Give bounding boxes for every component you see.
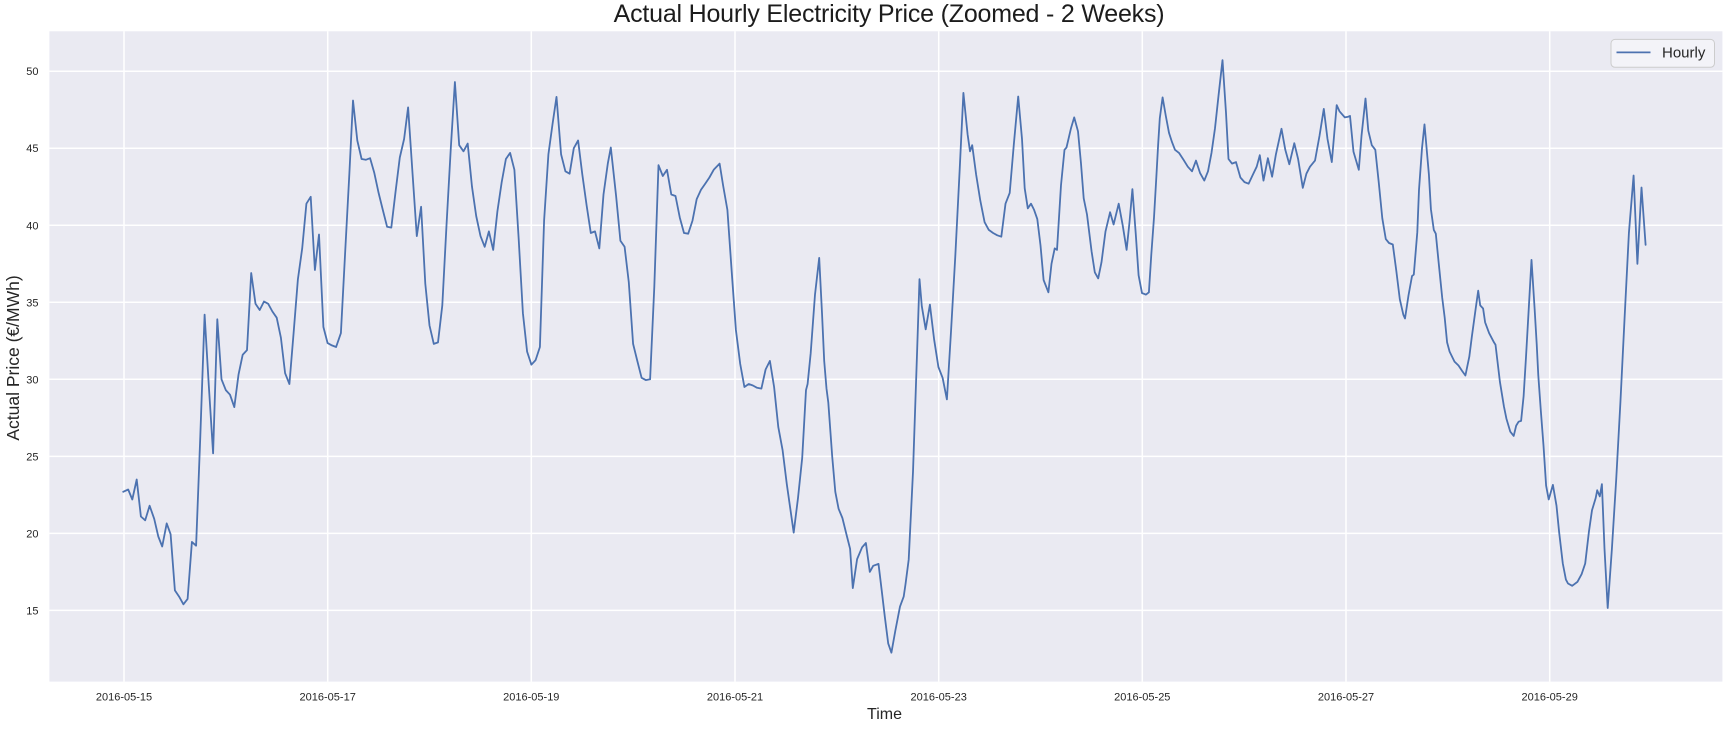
svg-text:2016-05-25: 2016-05-25	[1114, 692, 1170, 704]
svg-text:30: 30	[26, 374, 38, 386]
svg-text:2016-05-21: 2016-05-21	[707, 692, 763, 704]
svg-text:Actual Hourly Electricity Pric: Actual Hourly Electricity Price (Zoomed …	[614, 0, 1165, 28]
svg-text:50: 50	[26, 66, 38, 78]
svg-text:Time: Time	[867, 706, 902, 723]
svg-text:35: 35	[26, 297, 38, 309]
svg-text:Actual Price (€/MWh): Actual Price (€/MWh)	[3, 275, 23, 440]
svg-text:2016-05-19: 2016-05-19	[503, 692, 559, 704]
svg-text:2016-05-23: 2016-05-23	[911, 692, 967, 704]
svg-text:2016-05-17: 2016-05-17	[300, 692, 356, 704]
svg-text:2016-05-27: 2016-05-27	[1318, 692, 1374, 704]
svg-text:Hourly: Hourly	[1662, 44, 1706, 61]
svg-text:20: 20	[26, 528, 38, 540]
svg-text:40: 40	[26, 220, 38, 232]
svg-text:15: 15	[26, 605, 38, 617]
svg-text:25: 25	[26, 451, 38, 463]
svg-text:45: 45	[26, 143, 38, 155]
svg-text:2016-05-15: 2016-05-15	[96, 692, 152, 704]
svg-text:2016-05-29: 2016-05-29	[1522, 692, 1578, 704]
